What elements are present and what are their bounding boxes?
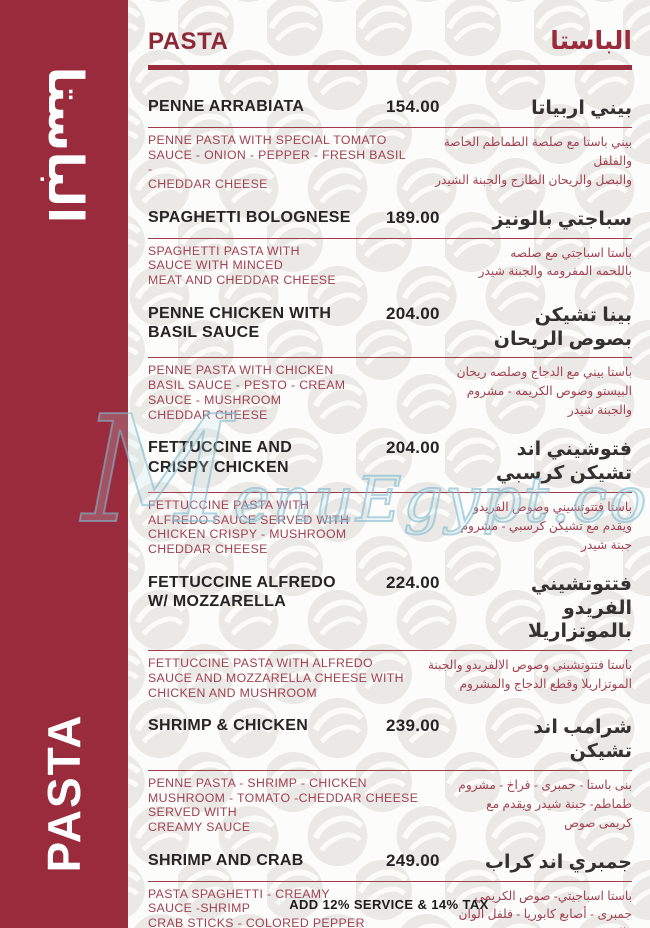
item-name-arabic: سباجتي بالونيز <box>492 208 632 230</box>
item-description-arabic: باستا اسباجيتي- صوص الكريمي جمبرى - أصاب… <box>458 888 632 928</box>
item-name-row: PENNE CHICKEN WITH BASIL SAUCE 204.00 بي… <box>148 304 632 352</box>
item-name-english: FETTUCCINE ALFREDO W/ MOZZARELLA <box>148 573 336 611</box>
item-name-row: SHRIMP AND CRAB 249.00 جمبري اند كراب <box>148 851 632 875</box>
item-name-arabic: فتتوتشيني الفريدو بالموتزاريلا <box>527 573 632 643</box>
item-descriptions: PENNE PASTA - SHRIMP - CHICKEN MUSHROOM … <box>148 776 632 835</box>
item-description-arabic: بيني باستا مع صلصة الطماطم الخاصة والفلف… <box>435 134 632 187</box>
category-sidebar: الباستا PASTA <box>0 0 128 928</box>
item-name-arabic: بينا تشيكن بصوص الريحان <box>493 304 632 350</box>
item-description-arabic: باستا بيني مع الدجاج وصلصه ريحان البيستو… <box>456 365 632 418</box>
item-price: 239.00 <box>386 716 440 736</box>
section-title-english: PASTA <box>148 28 229 55</box>
item-name-english: PENNE CHICKEN WITH BASIL SAUCE <box>148 304 332 342</box>
sidebar-category-label-english: PASTA <box>38 713 90 873</box>
item-name-row: SPAGHETTI BOLOGNESE 189.00 سباجتي بالوني… <box>148 208 632 232</box>
menu-item: SPAGHETTI BOLOGNESE 189.00 سباجتي بالوني… <box>148 208 632 288</box>
item-descriptions: SPAGHETTI PASTA WITH SAUCE WITH MINCED M… <box>148 244 632 288</box>
item-price: 249.00 <box>386 850 440 870</box>
item-price: 204.00 <box>386 438 440 458</box>
item-name-english: SHRIMP AND CRAB <box>148 851 304 869</box>
item-descriptions: PENNE PASTA WITH CHICKEN BASIL SAUCE - P… <box>148 363 632 422</box>
menu-item: PENNE ARRABIATA 154.00 بيني اربياتا PENN… <box>148 97 632 192</box>
item-name-arabic: جمبري اند كراب <box>484 851 632 873</box>
tax-note: ADD 12% SERVICE & 14% TAX <box>289 897 489 912</box>
item-price: 189.00 <box>386 207 440 227</box>
menu-item: PENNE CHICKEN WITH BASIL SAUCE 204.00 بي… <box>148 304 632 423</box>
item-description-arabic: باستا فتتوتشيني وصوص الالفريدو والجبنة ا… <box>427 658 632 691</box>
item-divider <box>148 237 632 239</box>
item-description-english: FETTUCCINE PASTA WITH ALFREDO SAUCE AND … <box>148 656 404 700</box>
item-descriptions: FETTUCCINE PASTA WITH ALFREDO SAUCE SERV… <box>148 498 632 557</box>
item-name-row: FETTUCCINE ALFREDO W/ MOZZARELLA 224.00 … <box>148 573 632 644</box>
sidebar-category-label-arabic: الباستا <box>38 66 91 224</box>
menu-content: PASTA الباستا PENNE ARRABIATA 154.00 بين… <box>128 0 650 928</box>
item-description-arabic: باستا فتتوتشيني وصوص الفريدو ويقدم مع تش… <box>460 499 632 552</box>
item-divider <box>148 769 632 771</box>
item-description-arabic: بنى باستا - جمبرى - فراخ - مشروم طماطم- … <box>458 777 632 830</box>
item-name-english: PENNE ARRABIATA <box>148 98 305 115</box>
item-description-english: PASTA SPAGHETTI - CREAMY SAUCE -SHRIMP C… <box>148 886 365 928</box>
item-name-arabic: بيني اربياتا <box>531 98 632 119</box>
item-description-english: PENNE PASTA WITH SPECIAL TOMATO SAUCE - … <box>148 132 406 191</box>
item-divider <box>148 357 632 359</box>
item-divider <box>148 650 632 651</box>
item-divider <box>148 126 632 128</box>
item-description-english: PENNE PASTA - SHRIMP - CHICKEN MUSHROOM … <box>148 775 419 834</box>
item-name-english: SHRIMP & CHICKEN <box>148 717 309 735</box>
item-name-row: SHRIMP & CHICKEN 239.00 شرامب اند تشيكن <box>148 716 632 764</box>
item-price: 204.00 <box>386 303 440 323</box>
item-divider <box>148 880 632 882</box>
item-price: 154.00 <box>386 97 440 116</box>
menu-item: FETTUCCINE ALFREDO W/ MOZZARELLA 224.00 … <box>148 573 632 701</box>
item-name-arabic: شرامب اند تشيكن <box>533 717 632 762</box>
item-descriptions: FETTUCCINE PASTA WITH ALFREDO SAUCE AND … <box>148 656 632 700</box>
item-name-row: PENNE ARRABIATA 154.00 بيني اربياتا <box>148 97 632 121</box>
item-divider <box>148 491 632 493</box>
item-price: 224.00 <box>386 572 440 592</box>
item-description-arabic: باستا اسباجتي مع صلصه باللحمه المفرومه و… <box>478 245 632 279</box>
section-title-arabic: الباستا <box>550 27 632 55</box>
item-descriptions: PASTA SPAGHETTI - CREAMY SAUCE -SHRIMP C… <box>148 887 632 928</box>
item-name-arabic: فتوشيني اند تشيكن كرسبي <box>495 439 632 484</box>
item-description-english: PENNE PASTA WITH CHICKEN BASIL SAUCE - P… <box>148 363 346 422</box>
item-name-english: SPAGHETTI BOLOGNESE <box>148 208 351 226</box>
header-rule <box>148 65 632 70</box>
menu-item: SHRIMP & CHICKEN 239.00 شرامب اند تشيكن … <box>148 716 632 835</box>
section-header: PASTA الباستا <box>148 26 632 56</box>
item-descriptions: PENNE PASTA WITH SPECIAL TOMATO SAUCE - … <box>148 133 632 192</box>
menu-item: FETTUCCINE AND CRISPY CHICKEN 204.00 فتو… <box>148 438 632 557</box>
item-description-english: FETTUCCINE PASTA WITH ALFREDO SAUCE SERV… <box>148 497 350 556</box>
item-name-english: FETTUCCINE AND CRISPY CHICKEN <box>148 439 293 476</box>
item-name-row: FETTUCCINE AND CRISPY CHICKEN 204.00 فتو… <box>148 438 632 486</box>
item-description-english: SPAGHETTI PASTA WITH SAUCE WITH MINCED M… <box>148 243 336 288</box>
menu-item: SHRIMP AND CRAB 249.00 جمبري اند كراب PA… <box>148 851 632 928</box>
